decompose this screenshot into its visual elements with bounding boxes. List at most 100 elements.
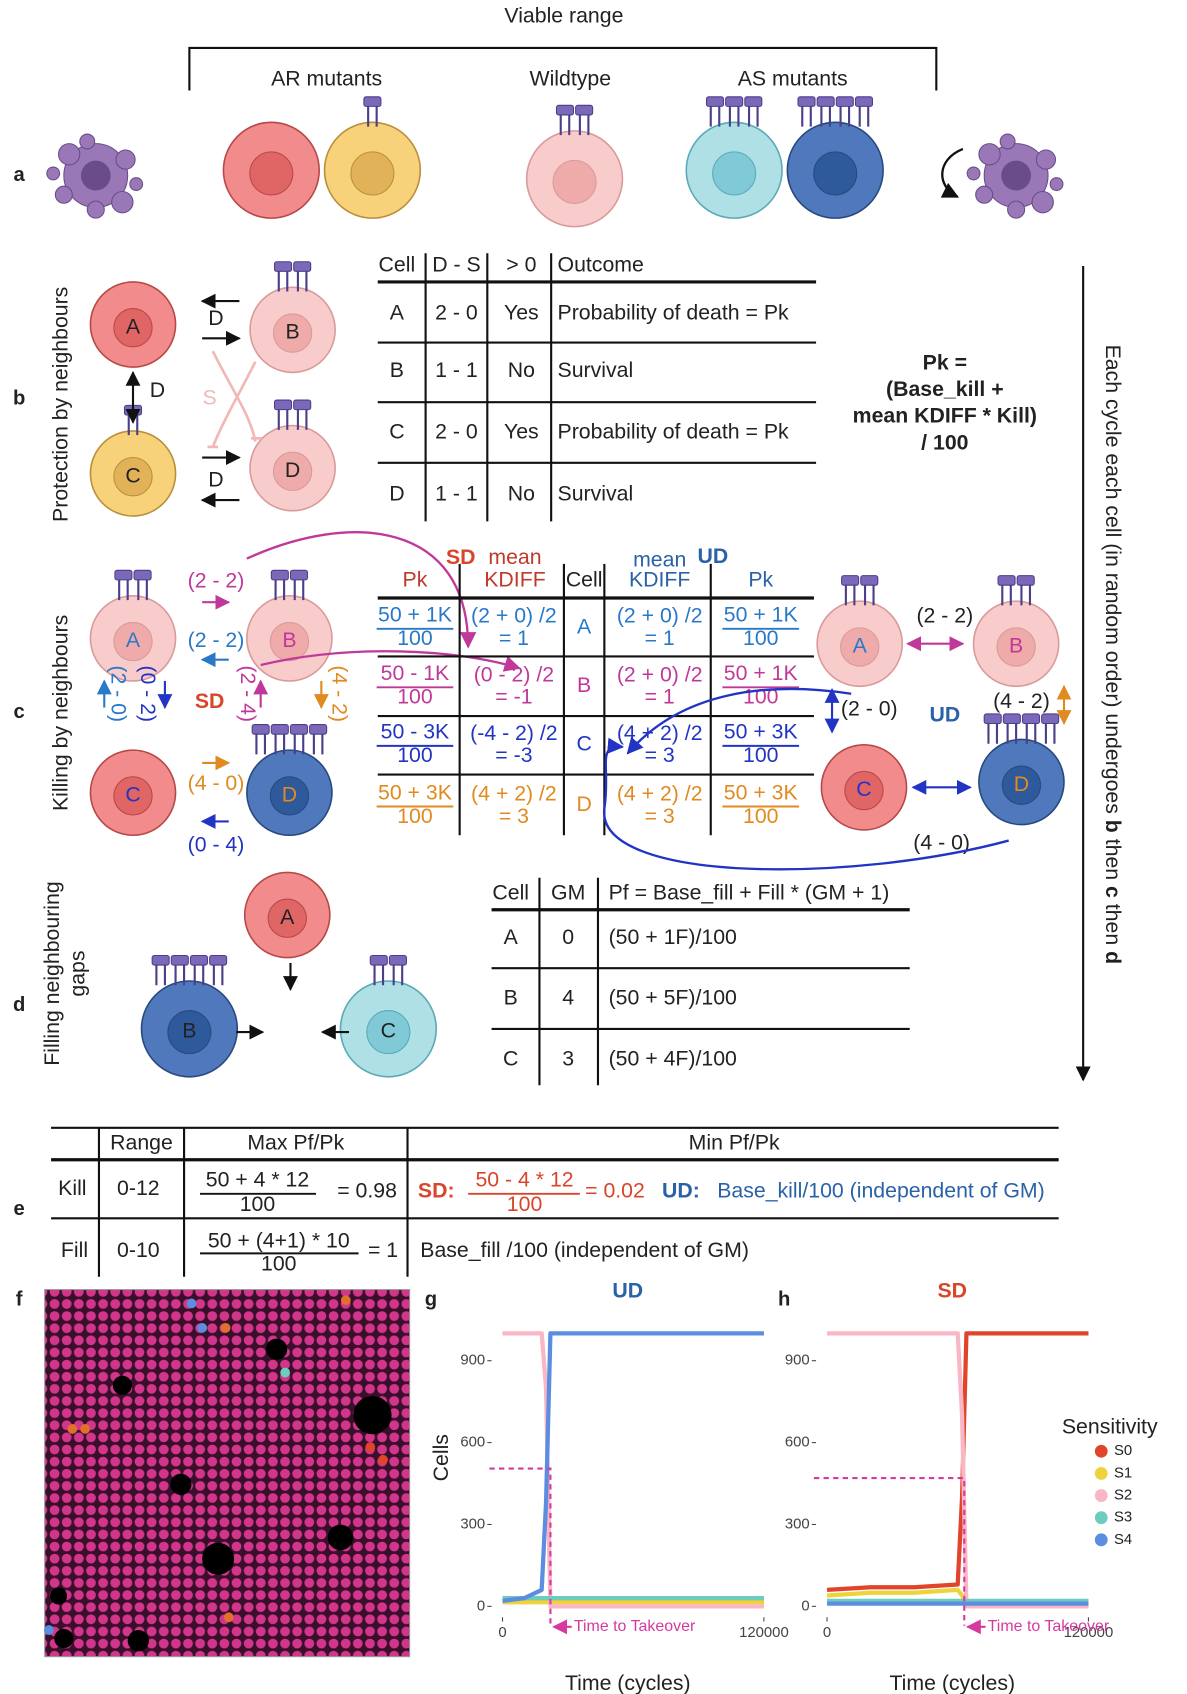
legend-swatch	[1095, 1445, 1108, 1458]
table-cell: D	[389, 481, 404, 505]
y-tick-label: 300	[460, 1516, 485, 1532]
kdiff: (4 + 2) /2	[617, 781, 703, 805]
receptor-head	[275, 400, 292, 410]
pair-label: (0 - 2)	[136, 665, 160, 722]
denominator: 100	[507, 1192, 542, 1216]
dead-cell	[59, 144, 80, 165]
ud-label: UD	[929, 703, 960, 727]
receptor-head	[152, 955, 169, 965]
kdiff: = 3	[645, 743, 675, 767]
mutant-cell	[378, 1455, 388, 1465]
y-tick-label: 0	[801, 1598, 809, 1614]
mutant-cell	[365, 1442, 375, 1452]
gap	[113, 1376, 132, 1395]
label: C	[125, 463, 140, 487]
nucleus	[713, 152, 756, 195]
receptor-head	[1003, 714, 1020, 724]
cycle-note: Each cycle each cell (in random order) u…	[1101, 345, 1125, 964]
receptor	[256, 733, 265, 754]
table-header: KDIFF	[629, 568, 690, 592]
dead-nucleus	[1001, 161, 1031, 191]
side-label: Filling neighbouring	[40, 881, 64, 1065]
nucleus	[250, 152, 293, 195]
label: C	[125, 782, 140, 806]
table-cell: B	[504, 986, 518, 1010]
formula: mean KDIFF * Kill)	[853, 404, 1037, 428]
formula: (Base_kill +	[886, 377, 1004, 401]
receptor-head	[861, 576, 878, 586]
label: B	[182, 1019, 196, 1043]
table-cell: B	[390, 358, 404, 382]
row-label: Kill	[58, 1176, 86, 1200]
sd-pk-numerator: 50 - 3K	[381, 720, 450, 744]
side-label: Protection by neighbours	[48, 287, 72, 522]
label: B	[1009, 634, 1023, 658]
numerator: 50 + (4+1) * 10	[208, 1228, 350, 1252]
table-cell: C	[503, 1046, 518, 1070]
arrow-label: S	[203, 386, 217, 410]
table-header: UD	[698, 544, 729, 568]
receptor-head	[1023, 714, 1040, 724]
legend-swatch	[1095, 1467, 1108, 1480]
receptor	[314, 733, 323, 754]
receptor-head	[290, 570, 307, 580]
receptor-head	[389, 955, 406, 965]
table-cell: Survival	[558, 481, 634, 505]
mutant-cell	[197, 1323, 207, 1333]
group-label: AS mutants	[738, 66, 848, 90]
receptor-head	[1042, 714, 1059, 724]
table-cell: C	[576, 731, 591, 755]
pair-label: (2 - 4)	[236, 665, 260, 722]
panel-letter: b	[13, 387, 25, 409]
arrow	[942, 149, 963, 197]
table-cell: 4	[562, 986, 574, 1010]
table-header: D - S	[432, 253, 480, 277]
table-cell: A	[577, 614, 592, 638]
figure-content: abcdefghViable rangeAR mutantsWildtypeAS…	[13, 4, 1158, 1694]
gap	[266, 1339, 287, 1360]
group-label: AR mutants	[271, 66, 382, 90]
ud-pk-numerator: 50 + 1K	[724, 661, 798, 685]
dead-cell	[1000, 134, 1015, 149]
nucleus	[814, 152, 857, 195]
receptor-head	[798, 97, 815, 107]
label: A	[853, 634, 868, 658]
gap	[128, 1630, 149, 1651]
label: A	[126, 628, 141, 652]
mutant-cell	[221, 1323, 231, 1333]
label: A	[126, 314, 141, 338]
pair-label: (2 - 2)	[188, 569, 245, 593]
label: D	[1014, 772, 1029, 796]
receptor-head	[984, 714, 1001, 724]
y-tick-label: 600	[460, 1435, 485, 1451]
panel-letter: h	[778, 1289, 790, 1311]
table-header: Range	[110, 1130, 173, 1154]
legend-swatch	[1095, 1533, 1108, 1546]
label: A	[280, 905, 295, 929]
receptor-head	[210, 955, 227, 965]
table-header: Pk	[748, 568, 773, 592]
receptor	[802, 105, 811, 126]
ud-pk-denominator: 100	[743, 685, 778, 709]
table-header: SD	[446, 545, 476, 569]
receptor	[214, 964, 223, 985]
receptor-head	[294, 400, 311, 410]
pair-label: (4 - 2)	[328, 665, 352, 722]
group-label: Wildtype	[530, 66, 612, 90]
side-label: Killing by neighbours	[48, 615, 72, 811]
receptor-head	[556, 105, 573, 115]
sd-pk-numerator: 50 - 1K	[381, 661, 450, 685]
mutant-cell	[44, 1625, 54, 1635]
denominator: 100	[240, 1192, 275, 1216]
arrow-label: D	[208, 468, 223, 492]
dead-cell	[1050, 178, 1063, 191]
arrow-label: D	[150, 378, 165, 402]
receptor-head	[252, 725, 269, 735]
annotation: Time to Takeover	[988, 1618, 1110, 1635]
table-header: Cell	[566, 568, 603, 592]
dead-cell	[112, 192, 133, 213]
receptor-head	[134, 570, 151, 580]
kdiff: = 1	[499, 626, 529, 650]
sd-pk-denominator: 100	[397, 685, 432, 709]
dead-cell	[1008, 201, 1025, 218]
